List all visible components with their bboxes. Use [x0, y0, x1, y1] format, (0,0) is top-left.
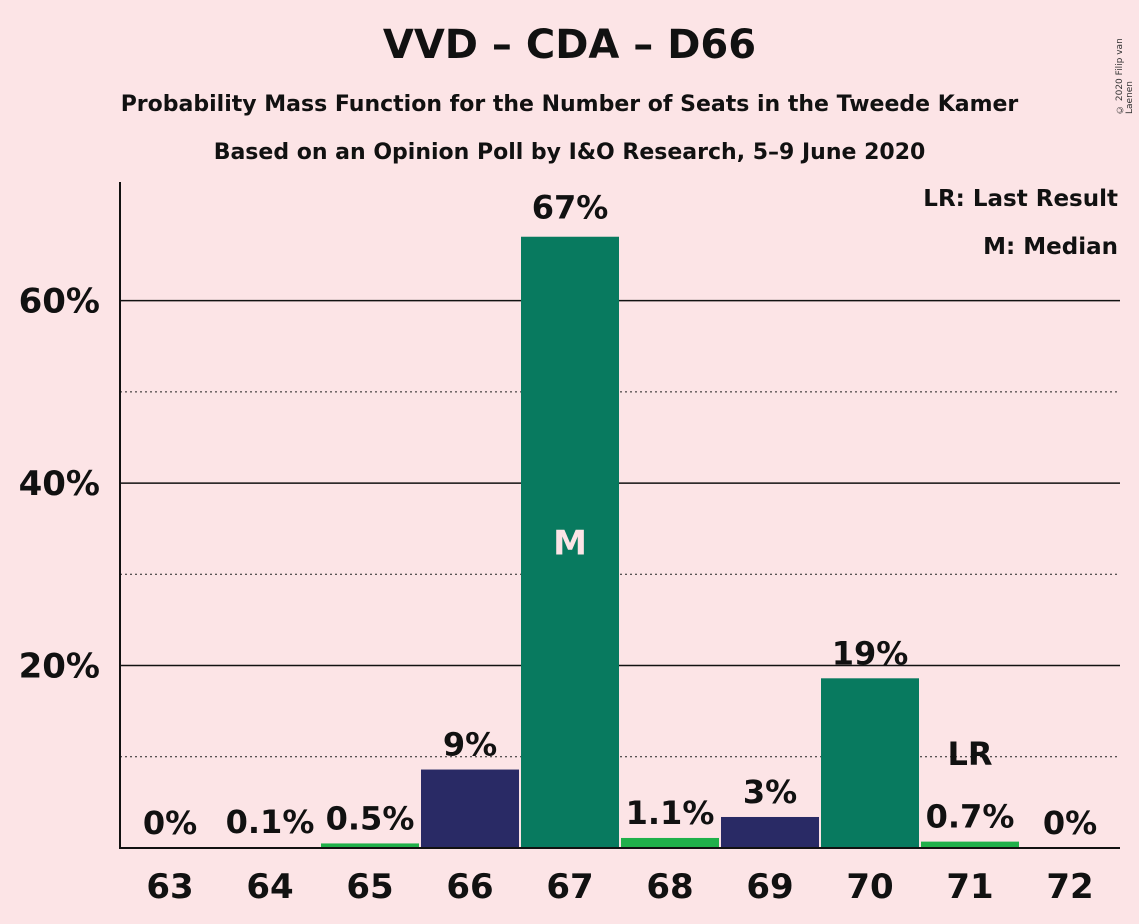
x-tick-label: 69 — [746, 867, 793, 907]
bar — [821, 678, 919, 848]
bar — [721, 816, 819, 848]
value-label: 0.1% — [226, 803, 315, 841]
last-result-marker: LR — [947, 735, 992, 773]
x-tick-label: 72 — [1046, 867, 1093, 907]
y-tick-label: 40% — [19, 464, 100, 504]
value-label: 9% — [443, 726, 497, 764]
value-label: 19% — [832, 634, 909, 672]
value-label: 67% — [532, 189, 609, 227]
value-label: 0.5% — [326, 799, 415, 837]
x-tick-label: 70 — [846, 867, 893, 907]
x-tick-label: 63 — [146, 867, 193, 907]
bar — [321, 843, 419, 848]
legend-median: M: Median — [975, 234, 1118, 260]
bar — [421, 769, 519, 848]
x-tick-label: 67 — [546, 867, 593, 907]
bar — [921, 841, 1019, 848]
value-label: 3% — [743, 773, 797, 811]
y-tick-label: 20% — [19, 647, 100, 687]
chart-title: VVD – CDA – D66 — [382, 22, 757, 68]
legend-last-result: LR: Last Result — [915, 186, 1118, 212]
x-tick-label: 71 — [946, 867, 993, 907]
value-label: 0% — [143, 804, 197, 842]
chart-subtitle-1: Probability Mass Function for the Number… — [120, 92, 1019, 117]
x-tick-label: 64 — [246, 867, 293, 907]
bar — [521, 236, 619, 848]
y-tick-label: 60% — [19, 282, 100, 322]
chart-subtitle-2: Based on an Opinion Poll by I&O Research… — [213, 140, 926, 165]
x-tick-label: 66 — [446, 867, 493, 907]
median-marker: M — [553, 523, 587, 563]
value-label: 0% — [1043, 804, 1097, 842]
x-tick-label: 68 — [646, 867, 693, 907]
value-label: 0.7% — [926, 798, 1015, 836]
x-tick-label: 65 — [346, 867, 393, 907]
bar — [621, 837, 719, 848]
value-label: 1.1% — [626, 794, 715, 832]
